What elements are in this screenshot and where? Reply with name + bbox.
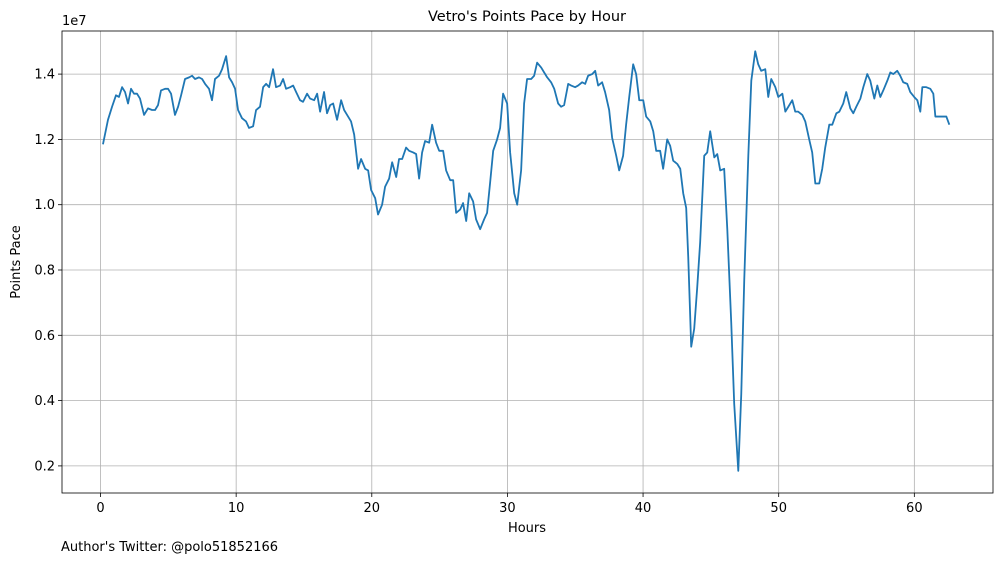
chart-title: Vetro's Points Pace by Hour xyxy=(428,9,626,25)
y-tick-label: 0.6 xyxy=(34,329,55,344)
y-axis-label: Points Pace xyxy=(9,225,24,299)
x-tick-label: 40 xyxy=(635,501,652,516)
x-tick-label: 30 xyxy=(499,501,516,516)
y-tick-label: 1.4 xyxy=(34,68,55,83)
y-tick-label: 0.2 xyxy=(34,459,55,474)
x-tick-label: 20 xyxy=(364,501,381,516)
footnote: Author's Twitter: @polo51852166 xyxy=(61,540,278,555)
x-axis-label: Hours xyxy=(508,521,546,536)
plot-frame xyxy=(61,30,994,494)
y-tick-label: 0.4 xyxy=(34,394,55,409)
y-offset-label: 1e7 xyxy=(62,14,87,29)
x-tick-label: 10 xyxy=(228,501,245,516)
data-line xyxy=(102,50,951,472)
x-tick-label: 60 xyxy=(906,501,923,516)
y-tick-label: 0.8 xyxy=(34,263,55,278)
y-tick-label: 1.2 xyxy=(34,133,55,148)
x-tick-label: 0 xyxy=(96,501,104,516)
y-tick-label: 1.0 xyxy=(34,198,55,213)
x-tick-label: 50 xyxy=(770,501,787,516)
